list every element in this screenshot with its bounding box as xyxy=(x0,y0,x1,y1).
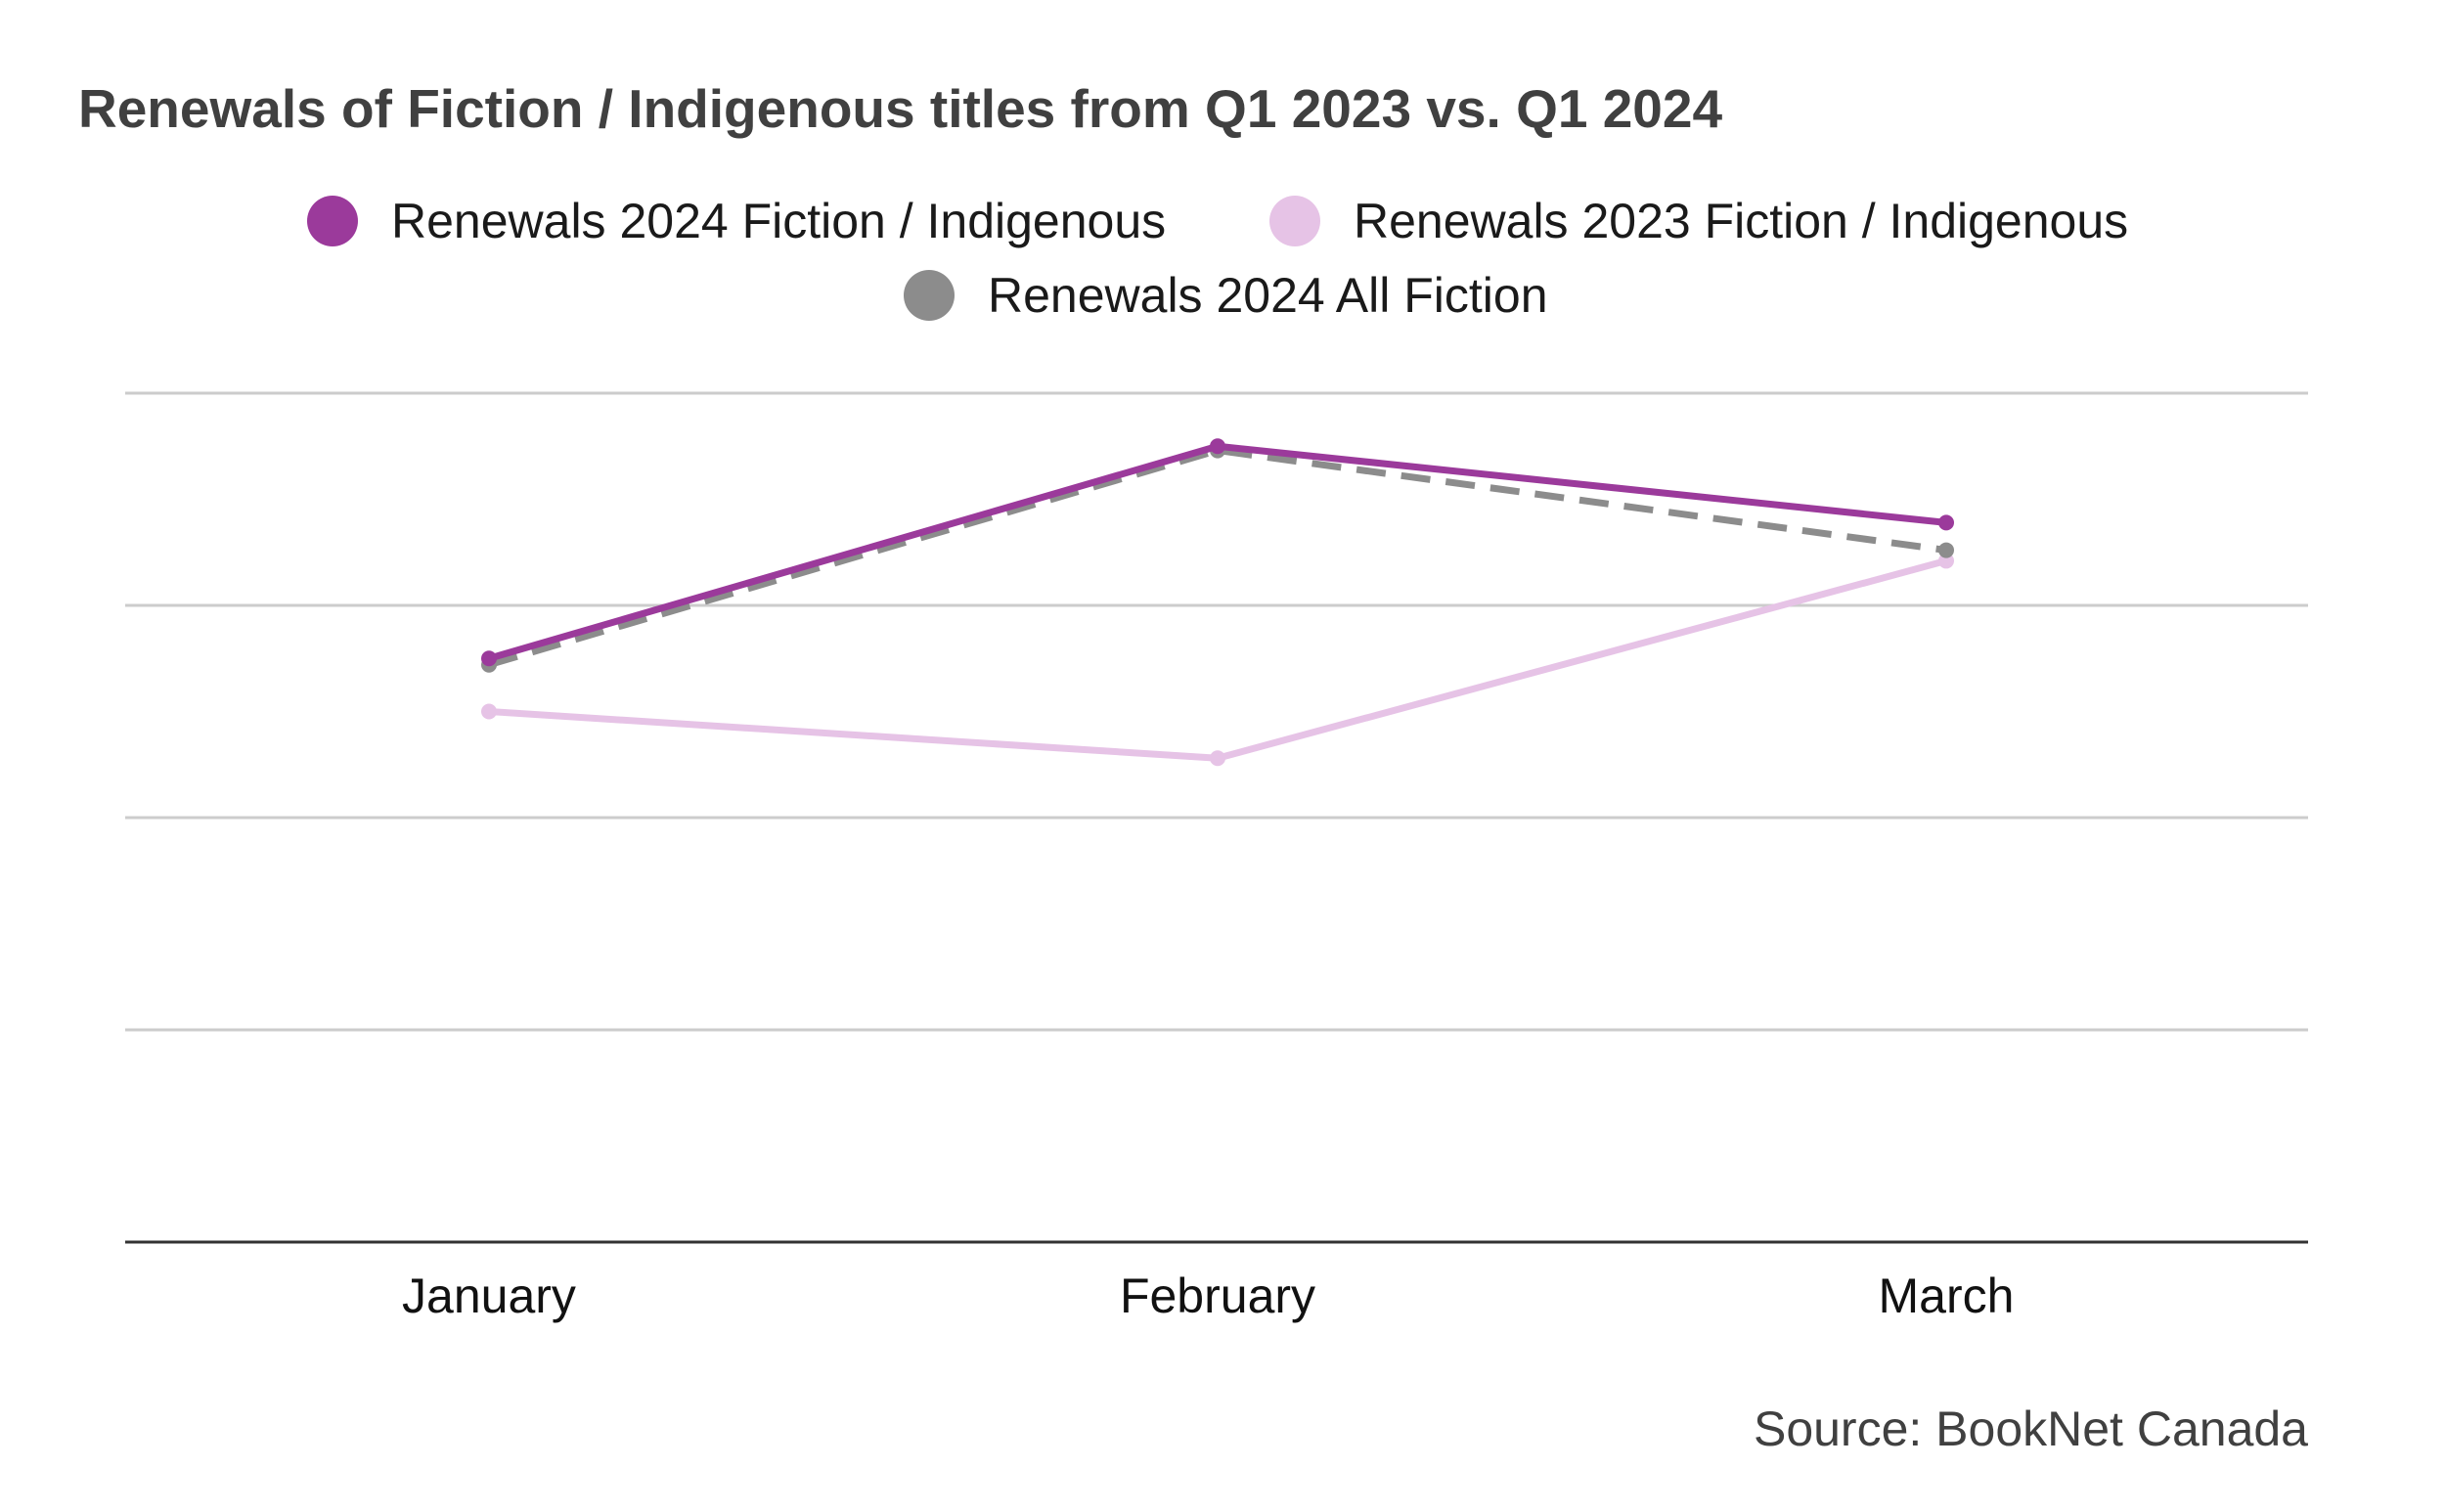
x-tick-label: March xyxy=(1879,1268,2015,1323)
source-note: Source: BookNet Canada xyxy=(1754,1401,2308,1456)
data-point-renewals-2024-all-fiction xyxy=(1938,542,1954,558)
legend: Renewals 2024 Fiction / Indigenous Renew… xyxy=(307,194,2128,323)
series-line-renewals-2024-all-fiction xyxy=(488,447,1947,669)
gridlines xyxy=(125,391,2308,1032)
legend-marker-renewals-2024-fiction-indigenous xyxy=(307,196,358,246)
x-tick-label: February xyxy=(1120,1268,1315,1323)
data-point-renewals-2024-fiction-indigenous xyxy=(1210,438,1225,455)
legend-label-renewals-2024-all-fiction: Renewals 2024 All Fiction xyxy=(988,268,1548,323)
series-line-renewals-2024-fiction-indigenous xyxy=(488,442,1947,662)
legend-label-renewals-2023-fiction-indigenous: Renewals 2023 Fiction / Indigenous xyxy=(1354,194,2128,248)
data-point-renewals-2024-fiction-indigenous xyxy=(1938,514,1954,531)
series-lines xyxy=(481,438,1954,767)
legend-label-renewals-2024-fiction-indigenous: Renewals 2024 Fiction / Indigenous xyxy=(391,194,1166,248)
data-point-renewals-2023-fiction-indigenous xyxy=(481,703,497,720)
data-point-renewals-2023-fiction-indigenous xyxy=(1210,750,1225,767)
x-tick-label: January xyxy=(402,1268,576,1323)
legend-marker-renewals-2023-fiction-indigenous xyxy=(1269,196,1320,246)
legend-marker-renewals-2024-all-fiction xyxy=(904,270,955,321)
data-point-renewals-2024-fiction-indigenous xyxy=(481,650,497,667)
x-axis-ticks: January February March xyxy=(402,1268,2014,1323)
chart-title: Renewals of Fiction / Indigenous titles … xyxy=(78,78,1722,139)
series-line-renewals-2023-fiction-indigenous xyxy=(488,557,1947,762)
